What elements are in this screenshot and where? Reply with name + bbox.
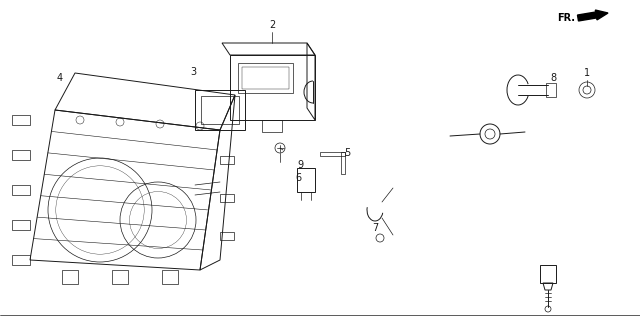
Text: 3: 3 (190, 67, 196, 77)
Text: 8: 8 (550, 73, 556, 83)
Text: 7: 7 (372, 223, 378, 233)
Text: FR.: FR. (557, 13, 575, 23)
Text: 2: 2 (269, 20, 275, 30)
FancyArrow shape (577, 10, 608, 21)
Text: 1: 1 (584, 68, 590, 78)
Text: 4: 4 (57, 73, 63, 83)
Text: 9: 9 (297, 160, 303, 170)
Text: 6: 6 (295, 173, 301, 183)
Text: 5: 5 (344, 148, 350, 158)
